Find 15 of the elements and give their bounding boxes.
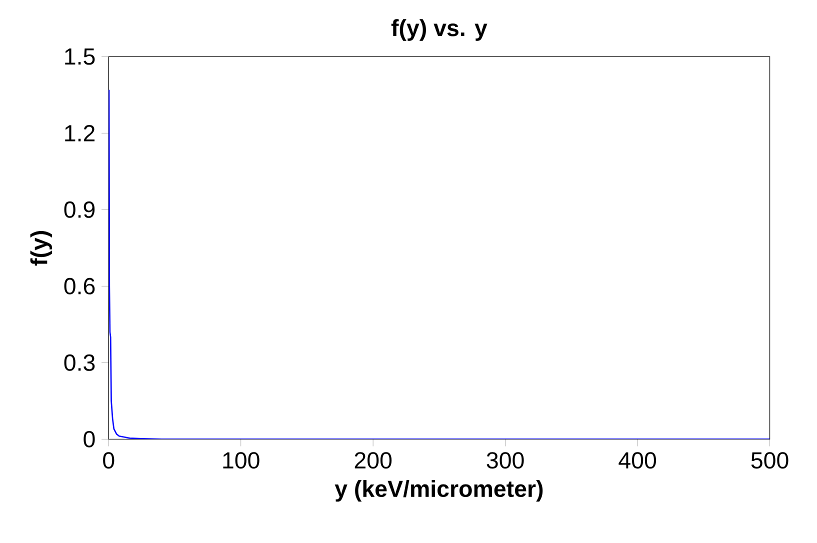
y-axis-title: f(y) <box>30 230 52 266</box>
x-tick-label: 500 <box>751 452 788 469</box>
y-tick-label: 1.5 <box>65 48 95 65</box>
y-tick-label: 1.2 <box>65 125 95 142</box>
x-tick-label: 0 <box>103 452 114 469</box>
y-tick-label: 0 <box>84 430 95 448</box>
y-tick-label: 0.9 <box>64 201 95 218</box>
y-tick-label: 0.6 <box>64 278 95 294</box>
y-tick-label: 0.3 <box>64 354 95 371</box>
x-tick-label: 300 <box>486 452 524 469</box>
x-axis-title: y (keV/micrometer) <box>334 480 543 502</box>
x-tick-label: 400 <box>618 452 656 469</box>
x-tick-label: 200 <box>354 452 392 469</box>
chart-title: f(y) vs. y <box>391 19 488 41</box>
x-tick-label: 100 <box>223 452 260 469</box>
